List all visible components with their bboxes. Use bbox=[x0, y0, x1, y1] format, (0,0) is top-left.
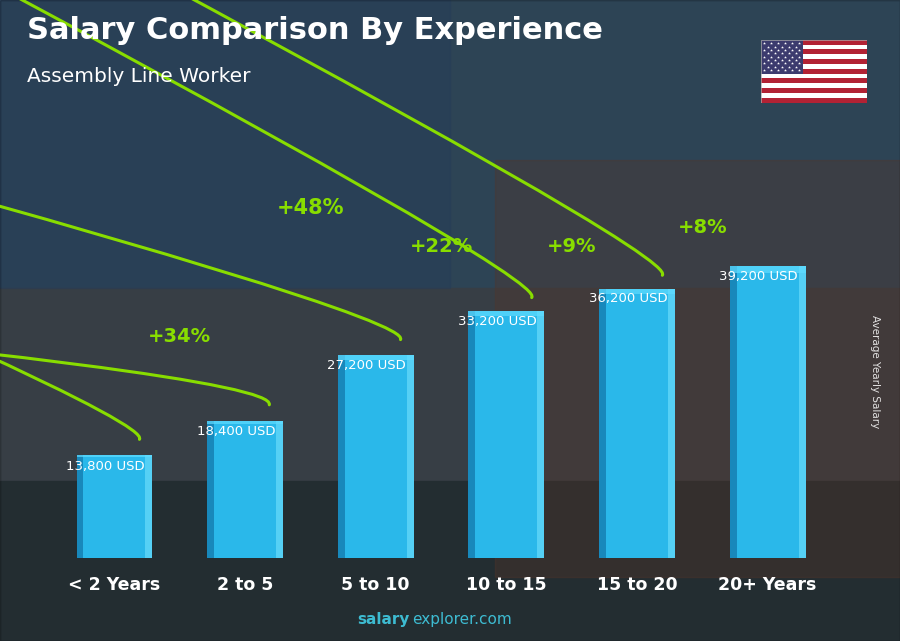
Bar bbox=[338, 355, 414, 360]
Text: 18,400 USD: 18,400 USD bbox=[197, 424, 275, 438]
Bar bbox=[760, 83, 867, 88]
Text: +34%: +34% bbox=[148, 327, 211, 345]
Bar bbox=[0, 481, 900, 641]
Text: +9%: +9% bbox=[547, 237, 597, 256]
Bar bbox=[338, 355, 414, 558]
Bar bbox=[760, 54, 867, 59]
Bar bbox=[599, 288, 675, 558]
Bar bbox=[760, 64, 867, 69]
Text: explorer.com: explorer.com bbox=[412, 612, 512, 627]
Bar bbox=[599, 288, 606, 558]
Bar bbox=[760, 59, 867, 64]
Bar bbox=[730, 266, 806, 558]
Bar bbox=[599, 288, 675, 294]
Bar bbox=[760, 93, 867, 97]
Bar bbox=[760, 40, 803, 74]
Bar bbox=[760, 49, 867, 54]
Bar bbox=[76, 455, 152, 457]
Bar bbox=[730, 266, 806, 272]
Bar bbox=[276, 421, 283, 558]
Bar bbox=[760, 69, 867, 74]
Bar bbox=[338, 355, 345, 558]
Text: 39,200 USD: 39,200 USD bbox=[719, 270, 798, 283]
Text: Assembly Line Worker: Assembly Line Worker bbox=[27, 67, 250, 87]
Bar bbox=[207, 421, 214, 558]
Bar bbox=[207, 421, 283, 558]
Bar bbox=[760, 40, 867, 45]
Text: +8%: +8% bbox=[678, 218, 727, 237]
Text: salary: salary bbox=[357, 612, 410, 627]
Bar bbox=[0, 288, 900, 481]
Text: Average Yearly Salary: Average Yearly Salary bbox=[869, 315, 880, 428]
Bar bbox=[207, 421, 283, 424]
Bar bbox=[0, 0, 450, 288]
Bar bbox=[495, 160, 900, 577]
Bar bbox=[76, 455, 84, 558]
Bar bbox=[668, 288, 675, 558]
Bar bbox=[0, 0, 900, 288]
Bar bbox=[730, 266, 736, 558]
Text: 36,200 USD: 36,200 USD bbox=[589, 292, 667, 305]
Bar bbox=[146, 455, 152, 558]
Bar bbox=[407, 355, 414, 558]
Text: 13,800 USD: 13,800 USD bbox=[66, 460, 145, 472]
Bar bbox=[760, 45, 867, 49]
Text: +22%: +22% bbox=[410, 238, 472, 256]
Text: +48%: +48% bbox=[276, 198, 344, 218]
Bar bbox=[468, 311, 544, 316]
Text: 33,200 USD: 33,200 USD bbox=[458, 315, 536, 328]
Bar bbox=[760, 97, 867, 103]
Bar bbox=[468, 311, 544, 558]
Bar bbox=[760, 88, 867, 93]
Bar bbox=[468, 311, 475, 558]
Text: 27,200 USD: 27,200 USD bbox=[328, 359, 406, 372]
Text: Salary Comparison By Experience: Salary Comparison By Experience bbox=[27, 16, 603, 45]
Bar bbox=[76, 455, 152, 558]
Bar bbox=[760, 74, 867, 78]
Bar bbox=[798, 266, 806, 558]
Bar bbox=[760, 78, 867, 83]
Bar bbox=[537, 311, 544, 558]
